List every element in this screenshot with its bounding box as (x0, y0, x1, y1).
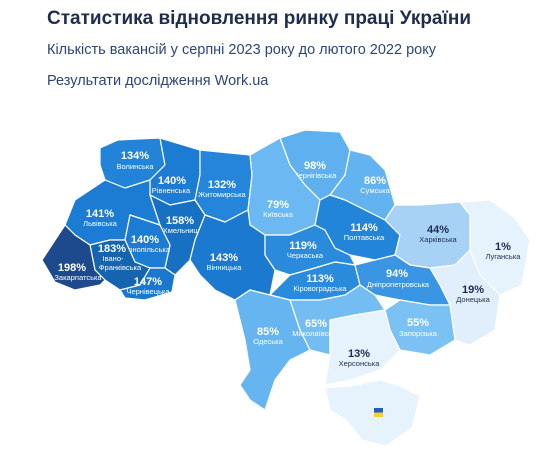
page-title: Статистика відновлення ринку праці Украї… (47, 8, 472, 29)
region-kirovohradska: 113% Кіровоградська (269, 261, 361, 301)
region-name: Чернігівська (294, 171, 338, 180)
region-value: 79% (267, 199, 289, 211)
region-crimea (324, 379, 421, 447)
region-value: 94% (386, 268, 408, 280)
region-name: Одеська (253, 337, 283, 346)
region-name: Рівненська (152, 186, 191, 195)
region-name: Закарпатська (54, 273, 102, 282)
region-value: 1% (495, 241, 511, 253)
region-value: 44% (427, 224, 449, 236)
region-name: Волинська (117, 162, 155, 171)
region-name: Донецька (456, 295, 490, 304)
region-value: 158% (166, 215, 194, 227)
region-volynska: 134% Волинська (99, 137, 166, 189)
ukraine-flag-icon (374, 408, 383, 417)
region-ternopilska: 140% Тернопільська (120, 214, 171, 269)
region-value: 141% (86, 208, 114, 220)
region-name: Дніпропетровська (367, 280, 430, 289)
region-name: Сумська (360, 186, 390, 195)
region-khersonska: 13% Херсонська (324, 309, 401, 386)
region-name: Полтавська (344, 233, 385, 242)
region-value: 140% (131, 234, 159, 246)
region-value: 143% (210, 252, 238, 264)
region-ivano-frankivska: 183% Івано- Франківська (89, 239, 151, 291)
source-note: Результати дослідження Work.ua (47, 73, 269, 89)
region-name: Хмельницька (163, 226, 210, 235)
region-value: 119% (289, 240, 317, 252)
region-value: 198% (58, 262, 86, 274)
region-name: Тернопільська (120, 245, 171, 254)
region-name: Харківська (419, 235, 457, 244)
region-name: Київська (263, 210, 294, 219)
region-value: 65% (305, 318, 327, 330)
region-name: Черкаська (287, 251, 324, 260)
region-name: Івано- (103, 254, 124, 263)
region-value: 134% (121, 150, 149, 162)
region-value: 140% (158, 175, 186, 187)
region-name: Херсонська (339, 359, 381, 368)
region-kyivska: 79% Київська (247, 137, 321, 236)
region-value: 98% (304, 160, 326, 172)
region-name: Кіровоградська (293, 284, 347, 293)
page-subtitle: Кількість вакансій у серпні 2023 року до… (47, 42, 436, 58)
region-lvivska: 141% Львівська (64, 179, 161, 246)
region-zhytomyrska: 132% Житомирська (194, 149, 253, 223)
region-name: Франківська (99, 263, 142, 272)
region-name: Житомирська (198, 190, 246, 199)
region-name: Чернівецька (126, 287, 170, 296)
region-value: 85% (257, 326, 279, 338)
region-name: Запорізька (399, 329, 438, 338)
region-name: Миколаївська (292, 329, 340, 338)
region-value: 147% (134, 276, 162, 288)
region-value: 55% (407, 317, 429, 329)
region-value: 13% (348, 348, 370, 360)
region-luhanska: 1% Луганська (459, 199, 531, 296)
region-name: Львівська (83, 219, 117, 228)
region-poltavska: 114% Полтавська (314, 194, 401, 261)
region-chernivetska: 147% Чернівецька (119, 267, 176, 301)
region-value: 132% (208, 179, 236, 191)
region-value: 113% (306, 273, 334, 285)
region-value: 114% (350, 222, 378, 234)
region-value: 183% (98, 243, 126, 255)
region-zakarpatska: 198% Закарпатська (41, 224, 106, 291)
region-zaporizka: 55% Запорізька (384, 299, 456, 356)
region-value: 86% (364, 175, 386, 187)
region-value: 19% (462, 284, 484, 296)
region-name: Луганська (486, 252, 522, 261)
region-name: Вінницька (207, 263, 243, 272)
